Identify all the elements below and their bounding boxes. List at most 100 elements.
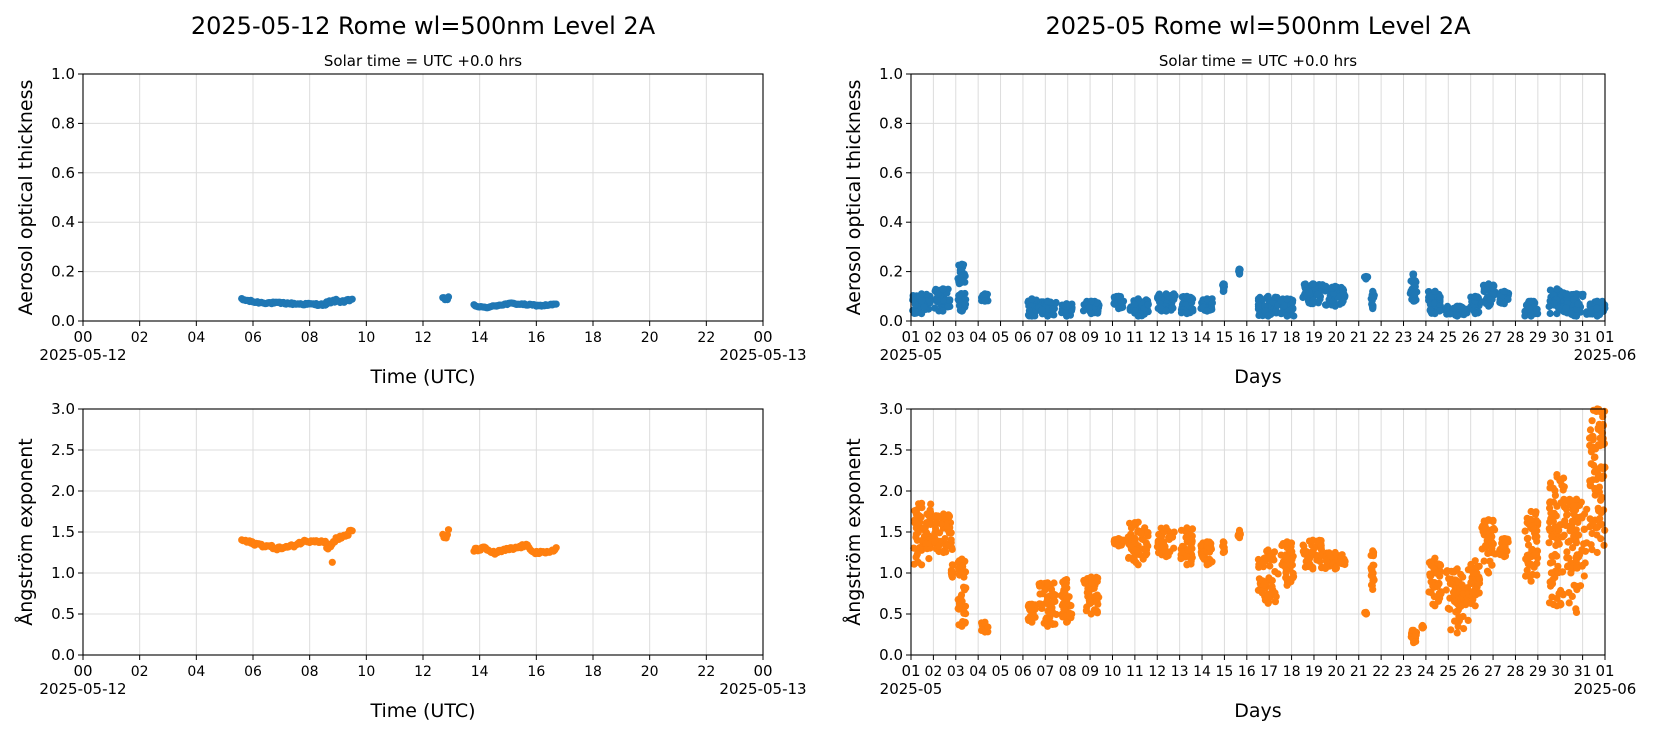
data-point [1563, 510, 1571, 519]
x-tick-label: 04 [187, 330, 205, 346]
x-tick-label: 14 [1193, 664, 1211, 680]
x-tick-label: 05 [992, 330, 1010, 346]
data-point [1199, 553, 1207, 561]
y-tick-label: 0.0 [51, 312, 75, 330]
plot-frame [910, 73, 1606, 322]
y-tick-label: 2.0 [879, 482, 903, 500]
data-point [1177, 309, 1186, 317]
data-point [1262, 554, 1270, 562]
data-point [1580, 510, 1589, 518]
data-point [958, 307, 966, 315]
data-point [1036, 582, 1044, 590]
data-point [1523, 535, 1531, 543]
data-point [1142, 539, 1150, 547]
data-point [945, 512, 954, 520]
data-point [1317, 542, 1325, 550]
data-point [1467, 578, 1475, 587]
x-tick-label: 01 [1595, 662, 1614, 680]
data-point [1595, 507, 1603, 515]
data-point [932, 518, 940, 526]
data-point [1593, 548, 1601, 557]
x-tick-label: 26 [1462, 664, 1480, 680]
data-point [1134, 312, 1142, 320]
x-tick-label: 25 [1439, 330, 1457, 346]
data-point [1546, 559, 1554, 567]
data-point [1079, 307, 1088, 315]
data-point [1433, 569, 1441, 577]
x-tick-label: 22 [1372, 330, 1390, 346]
data-point [1442, 586, 1450, 594]
data-point [939, 285, 947, 293]
data-point [1480, 557, 1488, 565]
data-point [1527, 312, 1535, 320]
y-tick-label: 0.0 [879, 646, 903, 664]
y-tick-label: 1.0 [879, 65, 903, 83]
data-point [1178, 542, 1187, 550]
data-point [1038, 590, 1046, 598]
data-point [1133, 547, 1141, 555]
monthly-aod-panel: 2025-05 Rome wl=500nm Level 2A Solar time… [843, 12, 1636, 388]
data-point [1431, 310, 1439, 318]
data-point [1266, 562, 1274, 570]
data-point [913, 550, 921, 558]
x-tick-label: 16 [527, 330, 545, 346]
data-point [1063, 576, 1071, 584]
data-point [961, 584, 969, 593]
data-point [1485, 280, 1493, 288]
y-tick-label: 1.5 [879, 523, 903, 541]
data-point [1565, 599, 1573, 607]
data-point [1048, 305, 1057, 313]
x-tick-label: 06 [244, 330, 262, 346]
data-point [1533, 307, 1541, 316]
y-tick-label: 3.0 [879, 400, 903, 418]
chart-subtitle: Solar time = UTC +0.0 hrs [1159, 52, 1357, 70]
data-point [1161, 546, 1169, 555]
data-point [1547, 582, 1555, 590]
data-point [1115, 542, 1123, 550]
data-point [1481, 542, 1490, 550]
data-point [1028, 312, 1036, 320]
x-tick-label: 01 [901, 662, 920, 680]
data-point [1410, 626, 1418, 635]
data-point [1302, 547, 1310, 556]
y-tick-label: 0.4 [879, 213, 903, 231]
data-point [1564, 562, 1572, 570]
data-point [1453, 565, 1461, 573]
x-tick-label: 04 [969, 664, 987, 680]
data-point [1572, 556, 1580, 564]
x-tick-label: 13 [1171, 664, 1189, 680]
data-point [918, 310, 926, 318]
data-point [1437, 561, 1445, 570]
data-point [1061, 589, 1069, 597]
data-point [1313, 290, 1322, 298]
data-point [1558, 568, 1566, 576]
data-point [1469, 569, 1477, 577]
data-point [1410, 297, 1418, 305]
data-point [1197, 541, 1205, 550]
data-point [1522, 555, 1530, 563]
chart-title: 2025-05 Rome wl=500nm Level 2A [1045, 12, 1471, 40]
y-tick-label: 2.5 [879, 441, 903, 459]
x-tick-label: 20 [1327, 664, 1345, 680]
data-point [1588, 529, 1596, 538]
data-point [1063, 300, 1071, 308]
data-point [1131, 300, 1139, 308]
data-point [1304, 555, 1312, 563]
data-point [1431, 554, 1439, 562]
data-point [1447, 626, 1455, 634]
data-point [1594, 424, 1602, 432]
data-point [1589, 519, 1597, 527]
data-point [1177, 526, 1186, 534]
data-point [1591, 486, 1599, 494]
data-point [1309, 300, 1317, 308]
data-point [1471, 292, 1479, 300]
data-point [1051, 597, 1059, 606]
x-tick-label: 04 [969, 330, 987, 346]
data-point [1471, 602, 1479, 610]
data-point [1500, 300, 1508, 308]
data-point [1573, 305, 1581, 313]
data-point [1410, 270, 1418, 278]
data-point [948, 573, 957, 581]
data-point [1593, 312, 1601, 320]
